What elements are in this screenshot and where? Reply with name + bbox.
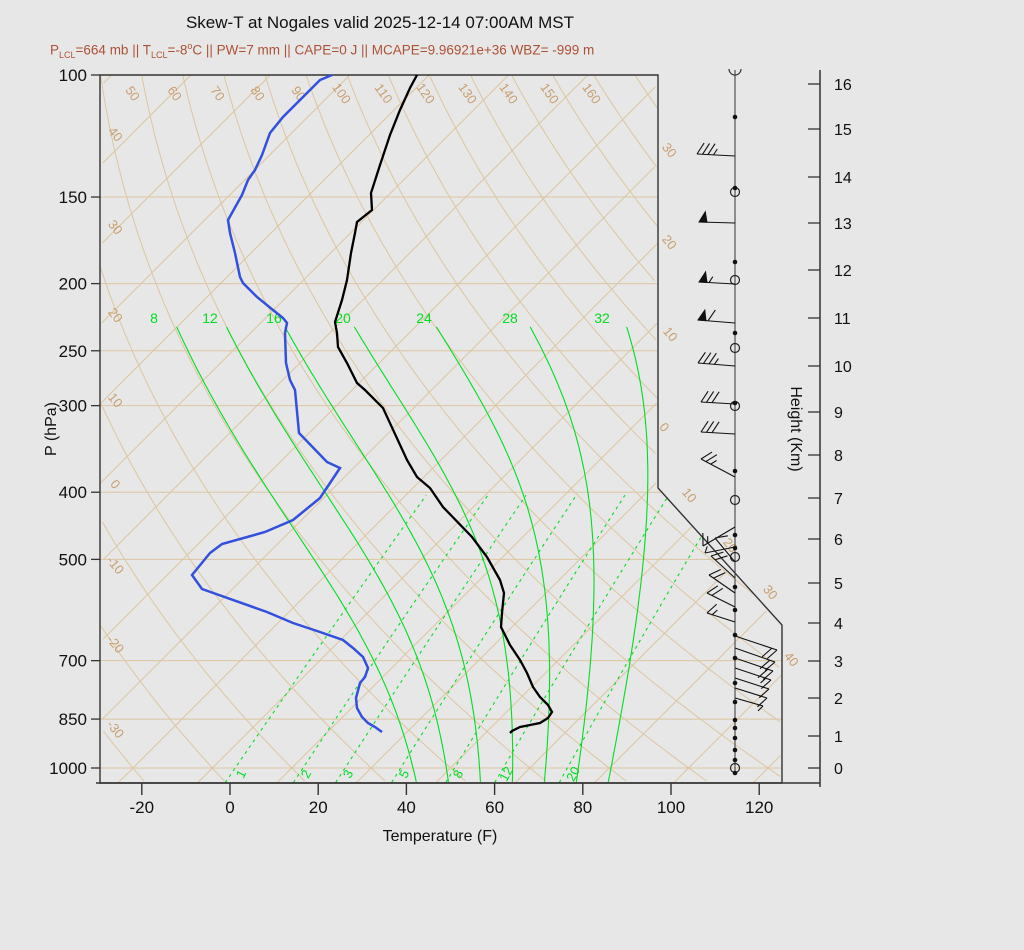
svg-text:13: 13: [834, 216, 852, 233]
svg-text:8: 8: [150, 310, 158, 326]
svg-text:8: 8: [834, 448, 843, 465]
svg-text:3: 3: [834, 654, 843, 671]
wind-barb-column: [696, 68, 778, 776]
svg-text:6: 6: [834, 532, 843, 549]
svg-text:20: 20: [335, 310, 351, 326]
svg-text:1: 1: [233, 767, 250, 780]
svg-text:30: 30: [105, 217, 126, 238]
svg-text:20: 20: [309, 798, 328, 817]
svg-text:20: 20: [659, 232, 680, 253]
svg-text:130: 130: [455, 80, 480, 106]
svg-text:150: 150: [59, 188, 87, 207]
svg-text:0: 0: [107, 477, 123, 492]
svg-text:100: 100: [59, 66, 87, 85]
svg-text:24: 24: [416, 310, 432, 326]
svg-text:20: 20: [105, 305, 126, 326]
svg-text:40: 40: [781, 649, 802, 670]
svg-text:500: 500: [59, 550, 87, 569]
svg-text:10: 10: [679, 485, 700, 506]
temperature-axis: -20 0 20 40 60 80 100 120: [96, 782, 820, 817]
svg-text:160: 160: [579, 80, 604, 106]
temperature-axis-title: Temperature (F): [382, 828, 498, 845]
svg-text:30: 30: [659, 140, 680, 161]
svg-text:100: 100: [657, 798, 685, 817]
svg-text:12: 12: [202, 310, 218, 326]
temperature-sounding-curve: [333, 74, 554, 734]
svg-text:32: 32: [594, 310, 610, 326]
svg-text:-20: -20: [130, 798, 155, 817]
svg-text:0: 0: [225, 798, 234, 817]
isobar-gridlines: [100, 74, 782, 769]
dry-adiabat-gridlines: [99, 75, 781, 782]
svg-text:40: 40: [105, 124, 126, 145]
svg-text:20: 20: [563, 764, 583, 784]
sounding-parameters-line: PLCL=664 mb || TLCL=-8oC || PW=7 mm || C…: [50, 41, 595, 61]
svg-text:850: 850: [59, 710, 87, 729]
svg-text:15: 15: [834, 122, 852, 139]
svg-text:11: 11: [834, 311, 851, 328]
svg-text:300: 300: [59, 397, 87, 416]
svg-text:-30: -30: [104, 717, 128, 741]
svg-text:200: 200: [59, 275, 87, 294]
mixing-ratio-lines: [224, 494, 702, 783]
svg-text:10: 10: [834, 359, 852, 376]
svg-text:60: 60: [485, 798, 504, 817]
svg-text:250: 250: [59, 342, 87, 361]
svg-text:2: 2: [834, 691, 843, 708]
svg-text:1: 1: [834, 729, 843, 746]
svg-text:8: 8: [450, 767, 467, 780]
svg-text:400: 400: [59, 483, 87, 502]
svg-text:3: 3: [340, 767, 357, 780]
svg-text:2: 2: [298, 767, 315, 780]
svg-text:120: 120: [745, 798, 773, 817]
svg-text:4: 4: [834, 616, 843, 633]
svg-text:10: 10: [105, 390, 126, 411]
svg-text:50: 50: [122, 83, 143, 103]
svg-text:14: 14: [834, 170, 852, 187]
svg-text:7: 7: [834, 491, 843, 508]
svg-text:140: 140: [496, 80, 521, 106]
svg-text:0: 0: [656, 420, 672, 435]
svg-text:60: 60: [164, 83, 185, 103]
isotherm-gridlines: [100, 74, 782, 784]
svg-text:70: 70: [207, 83, 228, 103]
svg-text:0: 0: [834, 761, 843, 778]
svg-text:10: 10: [660, 324, 681, 345]
svg-text:12: 12: [496, 764, 516, 784]
svg-text:80: 80: [247, 83, 268, 103]
svg-text:9: 9: [834, 405, 843, 422]
moist-adiabat-lines: [176, 326, 649, 783]
svg-text:700: 700: [59, 652, 87, 671]
svg-text:16: 16: [834, 77, 852, 94]
svg-text:30: 30: [760, 582, 781, 603]
gridline-labels: 50 60 70 80 90 100 110 120 130 140 150 160403020100…: [104, 80, 802, 741]
svg-text:120: 120: [413, 80, 438, 106]
dewpoint-sounding-curve: [190, 73, 383, 734]
svg-text:90: 90: [288, 83, 309, 103]
page-title: Skew-T at Nogales valid 2025-12-14 07:00…: [185, 13, 575, 32]
svg-text:40: 40: [397, 798, 416, 817]
svg-text:5: 5: [396, 767, 413, 780]
svg-text:12: 12: [834, 263, 852, 280]
svg-text:80: 80: [573, 798, 592, 817]
svg-text:5: 5: [834, 576, 843, 593]
svg-text:1000: 1000: [49, 759, 87, 778]
pressure-axis: 100 150 200 250 300 400 500 700 850 1000: [49, 66, 100, 778]
svg-text:28: 28: [502, 310, 518, 326]
